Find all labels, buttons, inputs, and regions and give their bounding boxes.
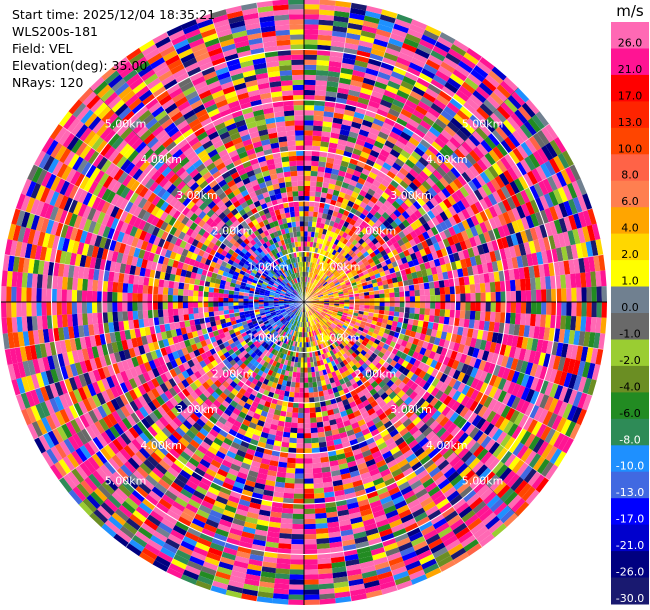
info-panel: Start time: 2025/12/04 18:35:21 WLS200s-… xyxy=(12,6,215,91)
range-ring-label: 4.00km xyxy=(426,439,468,452)
nrays-text: NRays: 120 xyxy=(12,75,84,90)
range-ring-label: 1.00km xyxy=(319,260,361,273)
range-ring-label: 2.00km xyxy=(212,225,254,238)
range-ring-label: 2.00km xyxy=(212,367,254,380)
range-ring-label: 2.00km xyxy=(355,367,397,380)
range-ring-label: 1.00km xyxy=(319,332,361,345)
station-text: WLS200s-181 xyxy=(12,24,98,39)
range-ring-5km xyxy=(51,49,557,555)
range-ring-label: 3.00km xyxy=(176,189,218,202)
range-ring-label: 5.00km xyxy=(105,475,147,488)
range-ring-3km xyxy=(152,150,456,454)
range-ring-label: 5.00km xyxy=(105,118,147,131)
start-time-text: Start time: 2025/12/04 18:35:21 xyxy=(12,7,216,22)
range-ring-2km xyxy=(202,200,406,404)
range-ring-label: 3.00km xyxy=(390,403,432,416)
range-ring-label: 3.00km xyxy=(390,189,432,202)
range-ring-label: 4.00km xyxy=(140,439,182,452)
range-ring-4km xyxy=(101,99,507,505)
range-ring-label: 5.00km xyxy=(462,475,504,488)
range-ring-label: 5.00km xyxy=(462,118,504,131)
range-ring-1km xyxy=(253,251,355,353)
elevation-text: Elevation(deg): 35.00 xyxy=(12,58,148,73)
range-ring-label: 2.00km xyxy=(355,225,397,238)
range-ring-label: 4.00km xyxy=(140,153,182,166)
range-ring-label: 1.00km xyxy=(248,332,290,345)
field-text: Field: VEL xyxy=(12,41,73,56)
range-ring-label: 3.00km xyxy=(176,403,218,416)
range-ring-label: 4.00km xyxy=(426,153,468,166)
range-ring-label: 1.00km xyxy=(248,260,290,273)
